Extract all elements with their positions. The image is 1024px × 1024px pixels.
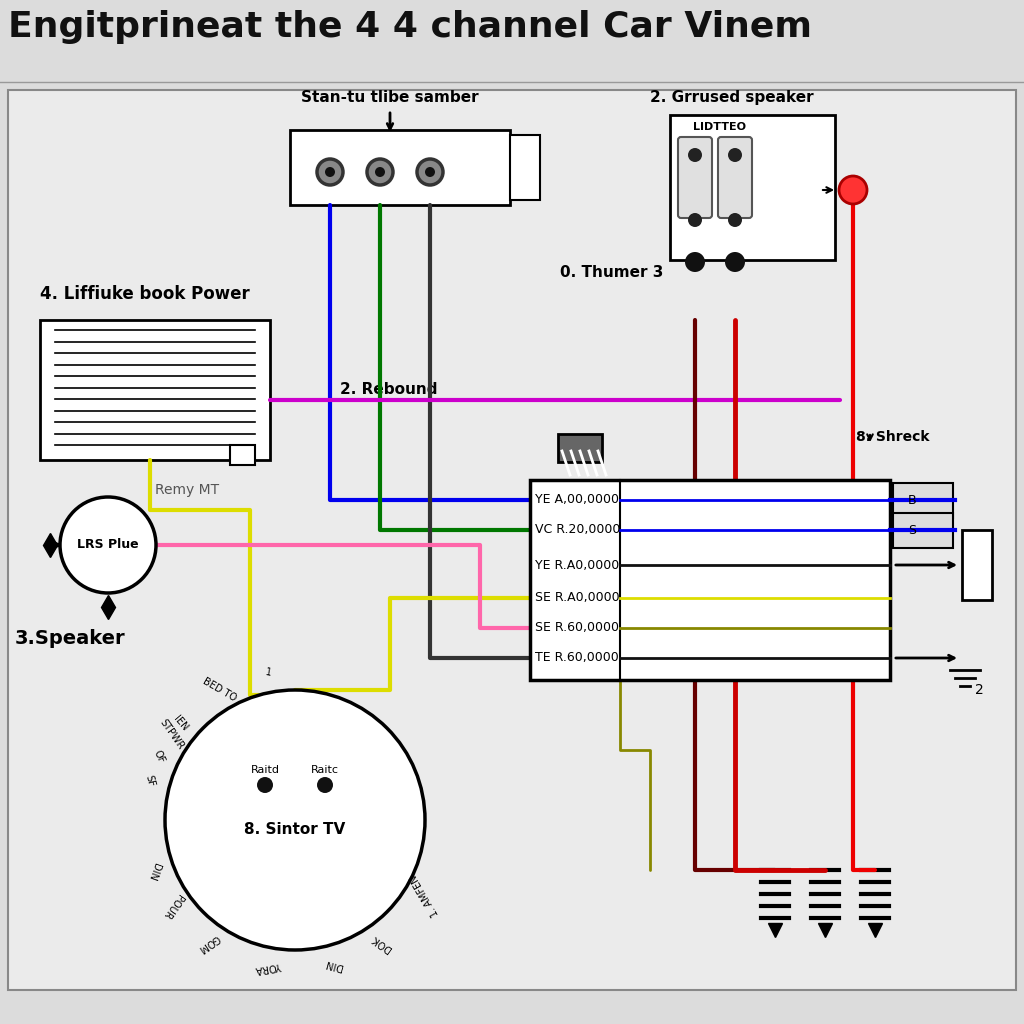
Text: SE R.A0,0000: SE R.A0,0000 xyxy=(535,592,620,604)
Circle shape xyxy=(839,176,867,204)
Circle shape xyxy=(688,213,702,227)
Bar xyxy=(40,319,270,460)
Text: 8. Sintor TV: 8. Sintor TV xyxy=(245,822,346,838)
Text: SF: SF xyxy=(143,774,157,788)
Circle shape xyxy=(317,159,343,185)
Circle shape xyxy=(375,167,385,177)
Text: DIN: DIN xyxy=(146,861,162,882)
Circle shape xyxy=(317,777,333,793)
Circle shape xyxy=(367,159,393,185)
Bar xyxy=(962,530,992,600)
Circle shape xyxy=(725,252,745,272)
Text: SE R.60,0000: SE R.60,0000 xyxy=(535,622,618,635)
Text: 2. Grrused speaker: 2. Grrused speaker xyxy=(650,90,814,105)
Circle shape xyxy=(688,148,702,162)
Text: DIN: DIN xyxy=(324,957,344,972)
Text: YE A,00,0000: YE A,00,0000 xyxy=(535,494,618,507)
Bar xyxy=(893,513,953,548)
Text: 3.Speaker: 3.Speaker xyxy=(15,629,126,647)
Text: LIDTTEO: LIDTTEO xyxy=(693,122,746,132)
FancyBboxPatch shape xyxy=(678,137,712,218)
Text: 2. Rebound: 2. Rebound xyxy=(340,383,437,397)
Text: B: B xyxy=(908,494,916,507)
Text: IEN: IEN xyxy=(171,714,189,733)
FancyBboxPatch shape xyxy=(718,137,752,218)
Bar xyxy=(558,434,602,462)
Bar xyxy=(8,90,1016,990)
Circle shape xyxy=(257,777,273,793)
Circle shape xyxy=(425,167,435,177)
Text: GOM: GOM xyxy=(197,932,221,953)
Text: OF: OF xyxy=(152,749,166,765)
Bar xyxy=(230,445,255,465)
Text: LRS Plue: LRS Plue xyxy=(77,539,139,552)
Bar xyxy=(510,135,540,200)
Text: 1. AMFEN: 1. AMFEN xyxy=(409,872,441,918)
Text: POUR: POUR xyxy=(160,892,184,921)
Text: STPWR: STPWR xyxy=(158,717,186,751)
Text: S: S xyxy=(908,523,916,537)
Circle shape xyxy=(685,252,705,272)
Circle shape xyxy=(325,167,335,177)
Text: DOK: DOK xyxy=(370,933,393,953)
Bar xyxy=(290,130,510,205)
Text: Engitprineat the 4 4 channel Car Vinem: Engitprineat the 4 4 channel Car Vinem xyxy=(8,10,812,44)
Circle shape xyxy=(728,213,742,227)
Text: 8. Shreck: 8. Shreck xyxy=(856,430,930,444)
Text: Remy MT: Remy MT xyxy=(155,483,219,497)
Text: 0. Thumer 3: 0. Thumer 3 xyxy=(560,265,664,280)
Text: Raitd: Raitd xyxy=(251,765,280,775)
Circle shape xyxy=(728,148,742,162)
Text: VC R.20,0000: VC R.20,0000 xyxy=(535,523,621,537)
Text: YORA: YORA xyxy=(255,961,283,975)
Text: Stan-tu tlibe samber: Stan-tu tlibe samber xyxy=(301,90,479,105)
Text: TE R.60,0000: TE R.60,0000 xyxy=(535,651,618,665)
Bar xyxy=(670,115,835,260)
Text: BED TO: BED TO xyxy=(202,677,239,703)
Text: 2: 2 xyxy=(975,683,984,697)
Text: 4. Liffiuke book Power: 4. Liffiuke book Power xyxy=(40,285,250,303)
Circle shape xyxy=(417,159,443,185)
Circle shape xyxy=(165,690,425,950)
Text: 1: 1 xyxy=(265,667,272,678)
Circle shape xyxy=(60,497,156,593)
Bar xyxy=(530,480,890,680)
Text: YE R.A0,0000: YE R.A0,0000 xyxy=(535,558,620,571)
Bar xyxy=(893,483,953,518)
Text: Raitc: Raitc xyxy=(311,765,339,775)
